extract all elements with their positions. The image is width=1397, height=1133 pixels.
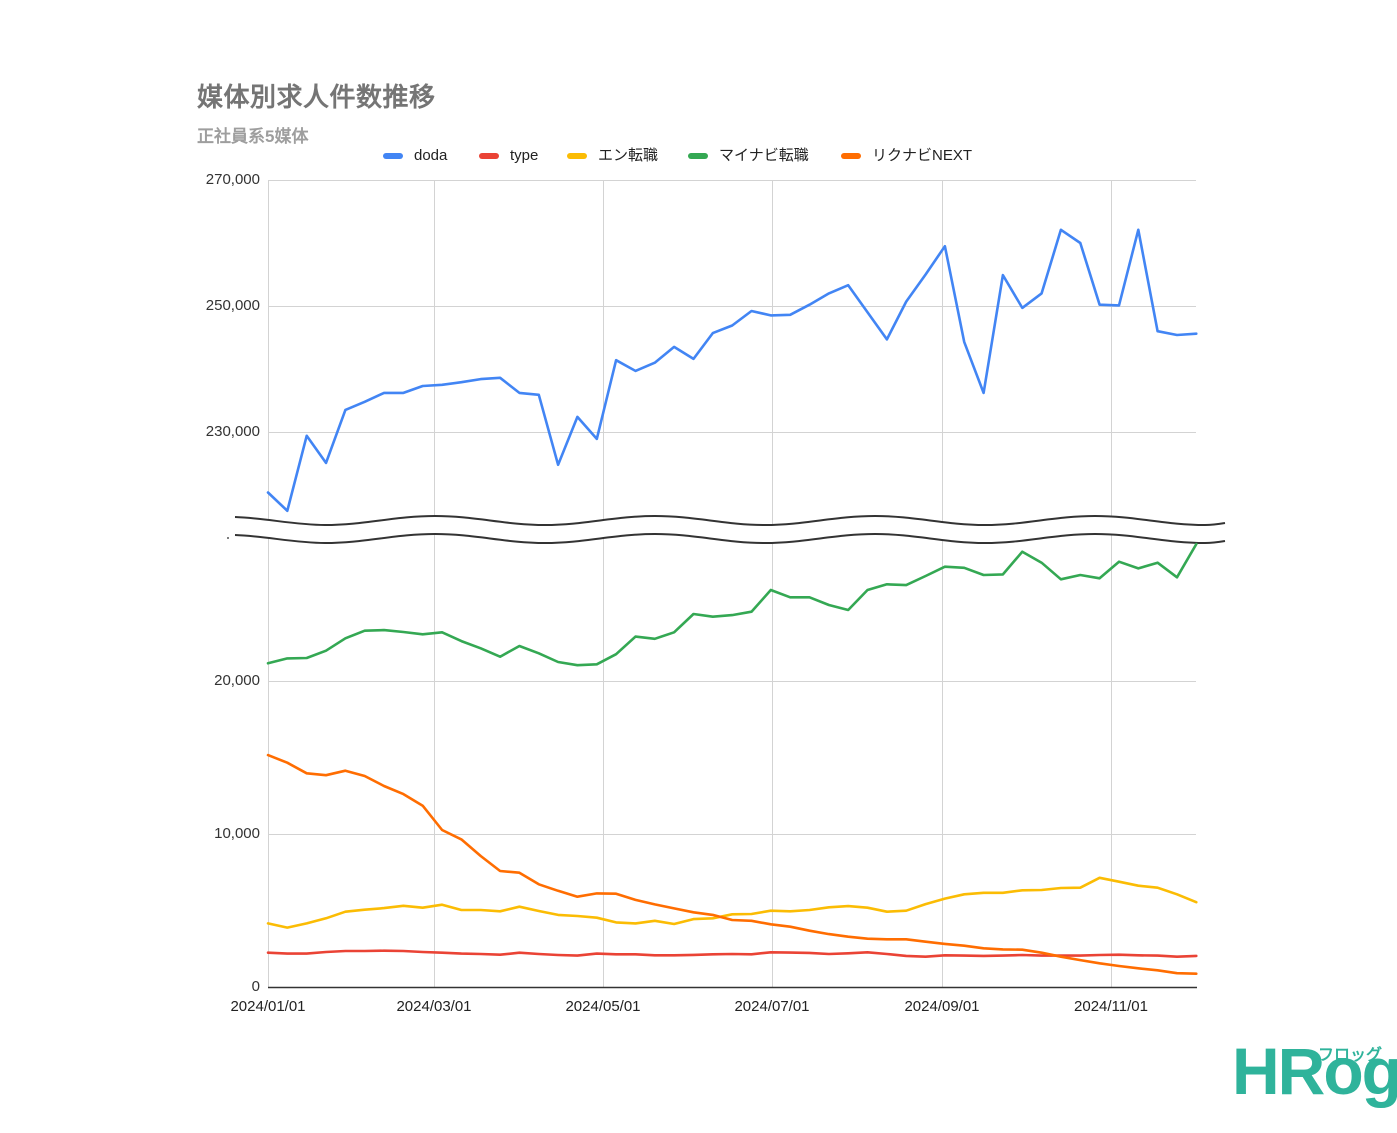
clipped-tick-mark (227, 537, 229, 539)
x-tick-label: 2024/05/01 (565, 998, 641, 1015)
y-tick-label: 230,000 (205, 423, 260, 440)
legend-swatch-icon (567, 153, 587, 159)
y-tick-label: 270,000 (205, 171, 260, 188)
y-tick-label: 10,000 (214, 825, 260, 842)
legend-label: マイナビ転職 (719, 147, 809, 164)
hrog-logo-kana: フロッグ (1318, 1047, 1383, 1064)
legend-item-doda[interactable]: doda (383, 146, 447, 166)
y-tick-label: 0 (251, 978, 260, 995)
axis-break-lower-wave-icon (234, 532, 1226, 545)
x-tick-label: 2024/09/01 (904, 998, 980, 1015)
series-line-en-tenshoku[interactable] (266, 876, 1198, 929)
legend-swatch-icon (841, 153, 861, 159)
x-tick-label: 2024/01/01 (230, 998, 306, 1015)
hrog-logo: HRog (1232, 1034, 1397, 1108)
x-tick-label: 2024/07/01 (734, 998, 810, 1015)
x-tick-label: 2024/11/01 (1074, 998, 1148, 1015)
axis-break-band (234, 515, 1227, 544)
legend-item-type[interactable]: type (479, 146, 538, 166)
chart-subtitle: 正社員系5媒体 (197, 127, 309, 146)
legend-item-mynavi-tenshoku[interactable]: マイナビ転職 (688, 146, 809, 166)
y-tick-label: 250,000 (205, 297, 260, 314)
legend-item-rikunabi-next[interactable]: リクナビNEXT (841, 146, 972, 166)
series-line-mynavi-tenshoku[interactable] (266, 542, 1198, 667)
legend-swatch-icon (479, 153, 499, 159)
axis-break-upper-wave-icon (234, 514, 1226, 527)
gridlines (268, 180, 1196, 987)
series-line-type[interactable] (266, 949, 1198, 959)
legend-item-en-tenshoku[interactable]: エン転職 (567, 146, 658, 166)
legend-label: リクナビNEXT (872, 147, 973, 164)
series-line-rikunabi-next[interactable] (266, 753, 1198, 976)
chart-title: 媒体別求人件数推移 (197, 82, 436, 112)
legend-swatch-icon (383, 153, 403, 159)
series-line-doda[interactable] (266, 228, 1198, 513)
x-tick-label: 2024/03/01 (396, 998, 472, 1015)
legend-label: type (510, 147, 539, 164)
legend-label: doda (414, 147, 448, 164)
y-tick-label: 20,000 (214, 672, 260, 689)
legend-label: エン転職 (598, 147, 659, 164)
legend-swatch-icon (688, 153, 708, 159)
